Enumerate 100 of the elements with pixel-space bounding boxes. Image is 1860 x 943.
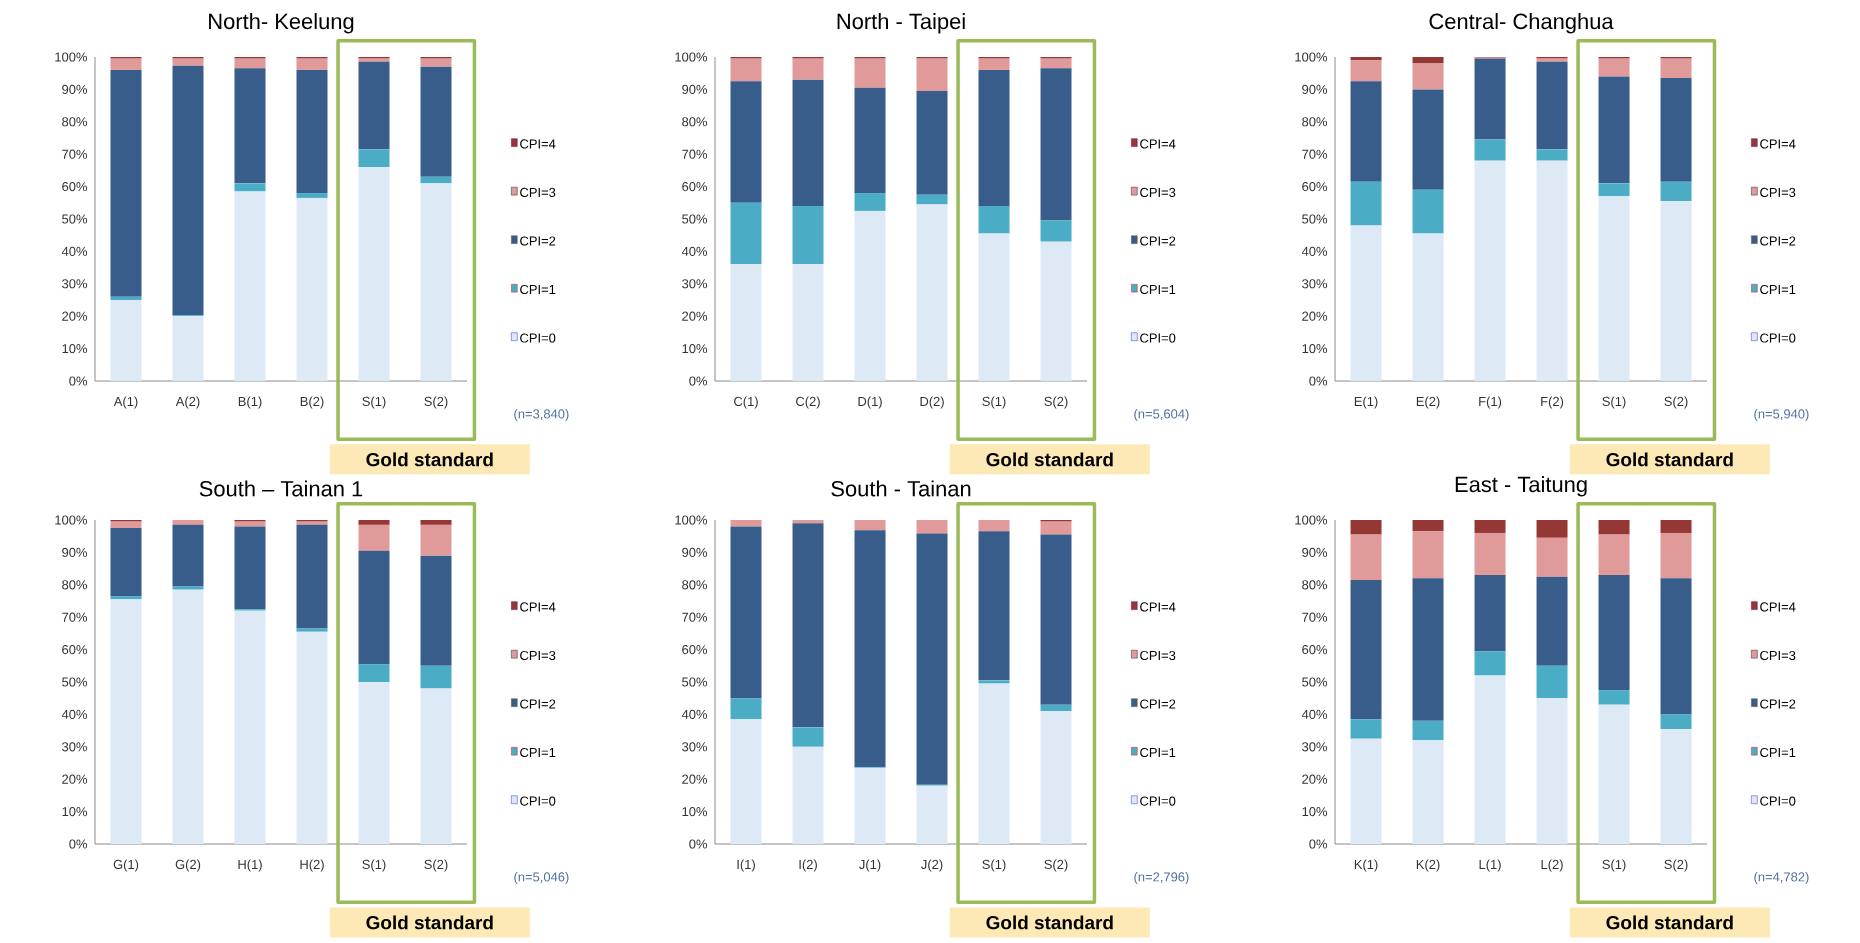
bar xyxy=(1474,519,1506,533)
y-tick-label: 0% xyxy=(69,839,88,849)
bar xyxy=(420,555,452,666)
x-tick-label: H(1) xyxy=(238,859,262,872)
x-tick-label: S(2) xyxy=(1044,859,1068,872)
bar xyxy=(110,299,142,381)
y-tick-label: 30% xyxy=(1302,279,1328,289)
bar xyxy=(1660,78,1692,182)
bar xyxy=(792,523,824,728)
bar xyxy=(1660,728,1692,844)
y-tick-label: 60% xyxy=(1302,645,1328,655)
legend-label: CPI=0 xyxy=(1760,796,1796,806)
bar xyxy=(792,79,824,207)
x-tick-label: S(1) xyxy=(362,859,386,872)
legend-label: CPI=2 xyxy=(1140,236,1176,246)
bar xyxy=(1536,665,1568,699)
bar xyxy=(1474,651,1506,676)
bar xyxy=(110,596,142,600)
x-tick-label: H(2) xyxy=(300,859,324,872)
bar xyxy=(296,524,328,629)
bar xyxy=(1350,534,1382,580)
x-tick-label: A(2) xyxy=(175,396,200,409)
bar xyxy=(1660,714,1692,729)
bar xyxy=(1350,56,1382,61)
bar xyxy=(1598,196,1630,381)
bar xyxy=(1474,675,1506,844)
x-tick-label: C(1) xyxy=(734,396,758,409)
legend-label: CPI=2 xyxy=(1760,699,1796,709)
legend-label: CPI=3 xyxy=(1760,187,1796,198)
x-tick-label: L(2) xyxy=(1541,859,1563,872)
bar xyxy=(172,65,204,316)
y-tick-label: 80% xyxy=(682,580,708,590)
x-tick-label: S(2) xyxy=(424,396,448,409)
bar xyxy=(1598,519,1630,535)
bar xyxy=(172,589,204,844)
y-tick-label: 10% xyxy=(682,807,708,817)
bar xyxy=(420,688,452,844)
bar xyxy=(854,193,886,211)
y-tick-label: 60% xyxy=(62,182,88,192)
legend-label: CPI=1 xyxy=(520,747,556,758)
bar xyxy=(1536,160,1568,381)
text: Gold standard xyxy=(1606,915,1733,930)
x-tick-label: I(2) xyxy=(799,859,817,872)
x-tick-label: S(2) xyxy=(1664,859,1688,872)
x-tick-label: S(2) xyxy=(1664,396,1688,409)
x-tick-label: S(1) xyxy=(1602,396,1626,409)
bar xyxy=(978,58,1010,70)
bar xyxy=(420,665,452,689)
x-tick-label: S(1) xyxy=(1602,859,1626,872)
bar xyxy=(358,664,390,682)
legend-label: CPI=3 xyxy=(1760,650,1796,661)
legend-label: CPI=1 xyxy=(1760,747,1796,758)
bar xyxy=(358,61,390,150)
bar xyxy=(1350,738,1382,844)
x-tick-label: J(1) xyxy=(859,859,881,872)
bar xyxy=(916,194,948,205)
bar xyxy=(110,528,142,597)
bar xyxy=(1040,58,1072,69)
x-tick-label: D(2) xyxy=(920,396,944,409)
bar xyxy=(296,197,328,381)
y-tick-label: 30% xyxy=(62,279,88,289)
x-tick-label: S(2) xyxy=(424,859,448,872)
text: (n=2,796) xyxy=(1134,871,1189,885)
bar xyxy=(172,586,204,590)
bar xyxy=(1040,704,1072,712)
bar xyxy=(978,683,1010,844)
bar xyxy=(1350,579,1382,720)
bar xyxy=(916,91,948,195)
bar xyxy=(1040,220,1072,242)
bar xyxy=(296,193,328,198)
bar xyxy=(1474,532,1506,576)
bar xyxy=(1536,519,1568,538)
x-tick-label: J(2) xyxy=(921,859,943,872)
bar xyxy=(172,524,204,587)
y-tick-label: 20% xyxy=(1302,311,1328,321)
legend-label: CPI=1 xyxy=(1140,747,1176,758)
x-tick-label: S(2) xyxy=(1044,396,1068,409)
bar xyxy=(296,628,328,632)
bar xyxy=(854,767,886,844)
y-tick-label: 50% xyxy=(62,677,88,687)
y-tick-label: 0% xyxy=(689,376,708,386)
legend-label: CPI=0 xyxy=(520,333,556,343)
bar xyxy=(420,519,452,525)
y-tick-label: 90% xyxy=(1302,547,1328,557)
bar xyxy=(234,191,266,381)
y-tick-label: 0% xyxy=(1309,376,1328,386)
bar xyxy=(978,206,1010,234)
y-tick-label: 30% xyxy=(682,279,708,289)
y-tick-label: 30% xyxy=(682,742,708,752)
y-tick-label: 90% xyxy=(62,84,88,94)
bar xyxy=(854,58,886,88)
bar xyxy=(730,264,762,381)
y-tick-label: 100% xyxy=(675,515,708,525)
legend-label: CPI=3 xyxy=(520,650,556,661)
bar xyxy=(420,66,452,177)
bar xyxy=(1412,519,1444,532)
chart-title: North - Taipei xyxy=(837,13,965,34)
bar xyxy=(420,524,452,556)
y-tick-label: 40% xyxy=(1301,709,1328,719)
y-tick-label: 60% xyxy=(62,645,88,655)
